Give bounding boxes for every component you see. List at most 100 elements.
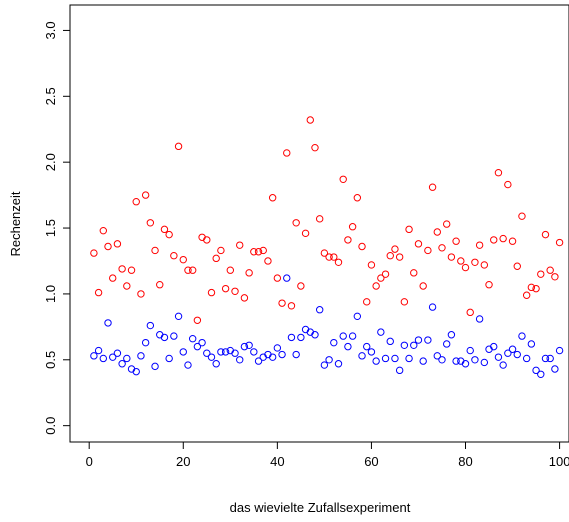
red-data-point [123, 282, 131, 290]
red-data-point [466, 308, 474, 317]
blue-data-point [90, 352, 98, 360]
y-tick-label: 2.0 [43, 153, 58, 171]
x-tick-label: 0 [86, 454, 93, 469]
blue-data-point [268, 353, 277, 361]
blue-data-point [471, 356, 479, 364]
red-data-point [438, 244, 446, 252]
blue-data-point [532, 366, 540, 375]
blue-data-point [353, 312, 362, 321]
red-data-point [184, 266, 192, 274]
blue-data-point [179, 348, 187, 356]
blue-data-point [377, 328, 385, 336]
blue-data-point [240, 342, 249, 351]
blue-data-point [278, 350, 286, 359]
red-data-point [273, 274, 282, 282]
red-data-point [165, 230, 173, 239]
red-data-point [156, 281, 164, 289]
red-data-point [245, 269, 253, 277]
red-data-point [377, 274, 385, 282]
blue-data-point [193, 342, 202, 351]
red-data-point [132, 198, 140, 206]
red-data-point [240, 294, 249, 302]
blue-data-point [94, 346, 103, 355]
red-data-point [90, 249, 98, 257]
red-data-point [151, 246, 159, 255]
blue-data-point [292, 350, 300, 359]
y-tick-label: 2.5 [43, 87, 58, 105]
red-data-point [104, 242, 112, 251]
blue-data-point [113, 349, 122, 357]
red-data-point [532, 284, 540, 293]
y-tick-label: 1.5 [43, 219, 58, 237]
blue-data-point [551, 365, 559, 373]
red-data-point [301, 229, 310, 238]
red-data-point [428, 183, 437, 191]
x-tick-label: 20 [176, 454, 190, 469]
blue-data-point [250, 348, 258, 356]
blue-data-point [123, 354, 131, 363]
blue-data-point [320, 361, 329, 369]
red-data-point [193, 316, 202, 324]
red-data-point [490, 236, 498, 244]
data-points [90, 116, 564, 378]
red-data-point [320, 249, 329, 257]
red-data-point [146, 219, 155, 227]
red-data-point [254, 248, 263, 256]
blue-data-point [518, 332, 526, 340]
red-data-point [315, 215, 324, 223]
blue-data-point [132, 367, 140, 376]
blue-data-point [541, 354, 550, 363]
blue-data-point [410, 341, 418, 349]
red-data-point [410, 269, 418, 277]
blue-data-point [245, 341, 253, 349]
x-tick-label: 40 [270, 454, 284, 469]
red-data-point [414, 240, 423, 248]
y-axis-title: Rechenzeit [8, 191, 23, 256]
y-tick-label: 0.0 [43, 417, 58, 435]
blue-data-point [151, 362, 159, 371]
red-data-point [278, 299, 286, 307]
red-data-point [405, 225, 413, 234]
blue-data-point [146, 321, 155, 330]
blue-data-point [217, 348, 225, 356]
blue-data-point [424, 336, 432, 344]
red-data-point [174, 142, 183, 151]
red-data-point [381, 270, 390, 278]
y-axis: 0.0 0.5 1.0 1.5 2.0 2.5 3.0 [43, 21, 70, 435]
red-data-point [363, 298, 371, 306]
red-data-point [541, 230, 550, 239]
blue-data-point [372, 357, 380, 365]
red-data-point [203, 236, 211, 244]
red-data-point [292, 219, 300, 227]
blue-data-point [212, 360, 220, 368]
blue-data-point [348, 332, 357, 340]
blue-data-point [438, 356, 446, 364]
blue-data-point [480, 358, 489, 367]
red-data-point [527, 283, 536, 292]
blue-data-point [475, 315, 484, 323]
blue-data-point [170, 332, 178, 340]
red-data-point [433, 228, 441, 236]
red-data-point [443, 220, 451, 228]
blue-data-point [499, 361, 507, 369]
x-tick-label: 60 [364, 454, 378, 469]
red-data-point [485, 281, 493, 289]
red-data-point [452, 237, 460, 245]
red-data-point [94, 288, 103, 297]
blue-data-point [405, 354, 413, 363]
red-data-point [457, 257, 465, 265]
red-data-point [287, 302, 296, 310]
red-data-point [395, 253, 404, 261]
blue-data-point [311, 331, 319, 339]
blue-data-point [137, 352, 145, 360]
blue-data-point [283, 274, 291, 282]
blue-data-point [330, 338, 338, 347]
red-data-point [424, 246, 432, 255]
y-tick-label: 3.0 [43, 21, 58, 39]
red-data-point [217, 246, 225, 255]
red-data-point [546, 266, 554, 274]
blue-data-point [160, 333, 169, 342]
blue-data-point [537, 370, 545, 378]
red-data-point [353, 194, 362, 202]
